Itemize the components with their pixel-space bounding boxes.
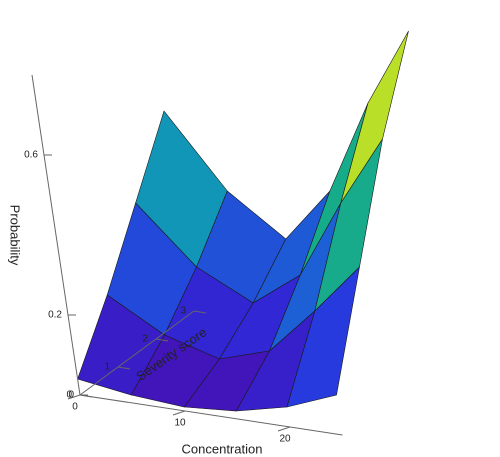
y-tick-label: 3 (180, 306, 186, 317)
y-tick (193, 310, 207, 314)
x-tick-label: 20 (279, 434, 291, 445)
y-tick-label: 2 (142, 334, 148, 345)
z-tick-label: 0.6 (24, 150, 38, 161)
surface (77, 30, 409, 412)
y-tick-label: 1 (104, 362, 110, 373)
y-tick (117, 366, 131, 370)
z-tick-label: 0 (68, 390, 74, 401)
x-tick (67, 394, 81, 400)
y-tick-label: 0 (66, 390, 72, 401)
z-tick-label: 0.2 (48, 310, 62, 321)
z-axis (31, 74, 81, 396)
z-axis-label: Probability (8, 205, 23, 266)
x-tick (172, 410, 186, 416)
y-tick (155, 338, 169, 342)
x-tick (277, 426, 291, 432)
x-axis (79, 394, 343, 436)
x-tick-label: 10 (174, 418, 186, 429)
surface-cell (286, 266, 360, 408)
x-tick-label: 0 (72, 402, 78, 413)
x-axis-label: Concentration (182, 441, 263, 456)
y-axis (79, 310, 195, 396)
